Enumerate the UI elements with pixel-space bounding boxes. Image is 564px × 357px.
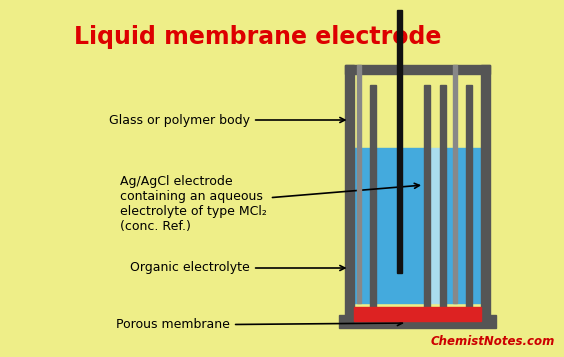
Bar	[354, 148, 370, 303]
Bar	[370, 85, 376, 315]
Bar	[345, 65, 490, 74]
Bar	[440, 85, 446, 315]
Bar	[453, 65, 457, 303]
Bar	[430, 148, 440, 303]
Bar	[424, 85, 430, 315]
Bar	[339, 315, 496, 328]
Text: Liquid membrane electrode: Liquid membrane electrode	[74, 25, 442, 49]
Bar	[376, 148, 424, 303]
Bar	[472, 148, 481, 303]
Text: Porous membrane: Porous membrane	[116, 318, 402, 332]
Bar	[397, 10, 402, 273]
Bar	[345, 65, 354, 315]
Text: Organic electrolyte: Organic electrolyte	[130, 261, 345, 275]
Bar	[446, 148, 466, 303]
Text: ChemistNotes.com: ChemistNotes.com	[431, 335, 555, 348]
Bar	[354, 307, 481, 321]
Text: Glass or polymer body: Glass or polymer body	[109, 114, 345, 126]
Bar	[357, 65, 361, 303]
Text: Ag/AgCl electrode
containing an aqueous
electrolyte of type MCl₂
(conc. Ref.): Ag/AgCl electrode containing an aqueous …	[120, 175, 420, 233]
Bar	[481, 65, 490, 315]
Bar	[466, 85, 472, 315]
